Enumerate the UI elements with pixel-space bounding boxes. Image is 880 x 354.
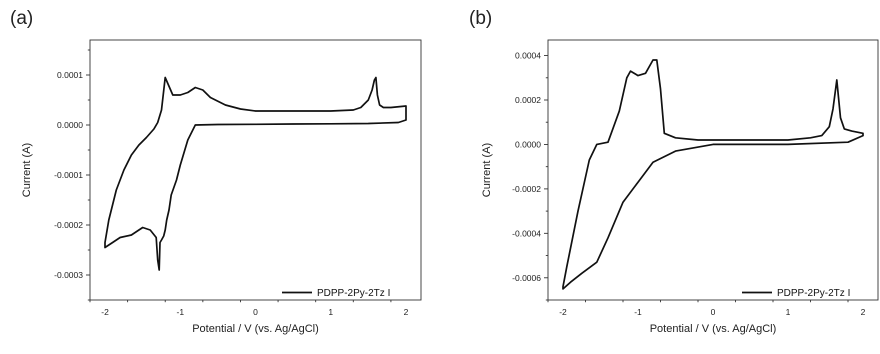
panel-a-x-tick-label: -2 [101, 307, 109, 317]
panel-a-plot-frame [89, 39, 422, 301]
panel-b-y-tick-label: -0.0004 [512, 228, 541, 238]
panel-a-x-axis-label: Potential / V (vs. Ag/AgCl) [192, 323, 319, 335]
panel-a-y-tick-label: 0.0000 [57, 120, 83, 130]
panel-a-y-tick-label: 0.0001 [57, 70, 83, 80]
panel-b-plot-frame [547, 39, 879, 301]
panel-a-cv-curve [104, 76, 407, 271]
panel-a-x-tick-label: 2 [404, 307, 409, 317]
panel-b-x-axis-label: Potential / V (vs. Ag/AgCl) [650, 323, 777, 335]
panel-b-y-tick-label: 0.0000 [515, 139, 541, 149]
panel-b-y-tick-label: -0.0002 [512, 184, 541, 194]
panel-a-y-tick-label: -0.0001 [54, 170, 83, 180]
panel-b-letter: (b) [469, 8, 492, 29]
panel-b-x-tick-label: 1 [786, 307, 791, 317]
panel-a-y-tick-label: -0.0002 [54, 220, 83, 230]
panel-b-y-tick-label: 0.0002 [515, 95, 541, 105]
panel-b-x-tick-label: 2 [861, 307, 866, 317]
panel-a-x-tick-label: 1 [328, 307, 333, 317]
panel-a-legend-label: PDPP-2Py-2Tz I [317, 288, 390, 299]
panel-a-y-tick-label: -0.0003 [54, 270, 83, 280]
panel-b-x-tick-label: 0 [711, 307, 716, 317]
panel-b-y-axis-label: Current (A) [481, 143, 493, 197]
panel-a-x-tick-label: -1 [176, 307, 184, 317]
panel-b-y-tick-label: 0.0004 [515, 51, 541, 61]
panel-a-x-tick-label: 0 [253, 307, 258, 317]
panel-a-y-axis-label: Current (A) [21, 143, 33, 197]
panel-b-cv-curve [562, 59, 864, 290]
panel-b-x-tick-label: -2 [559, 307, 567, 317]
panel-a-letter: (a) [10, 8, 33, 29]
panel-b-y-tick-label: -0.0006 [512, 273, 541, 283]
panel-b-legend-label: PDPP-2Py-2Tz I [777, 288, 850, 299]
panel-b-x-tick-label: -1 [634, 307, 642, 317]
